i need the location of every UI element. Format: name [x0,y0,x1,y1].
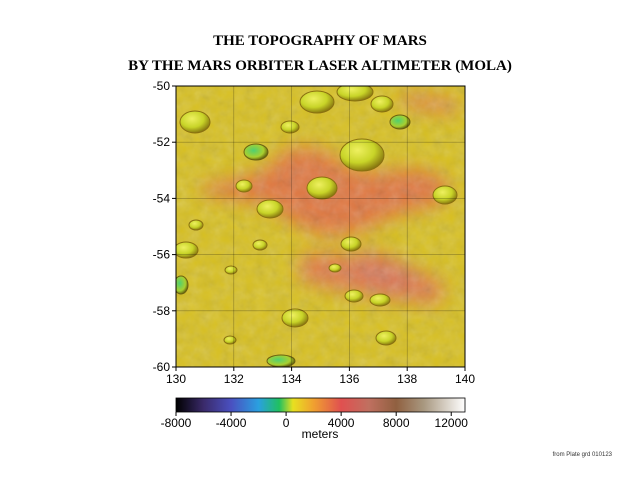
y-tick-label: -50 [153,79,171,93]
colorbar-tick-label: -8000 [161,416,192,430]
colorbar-tick-label: 4000 [328,416,355,430]
colorbar-label: meters [302,427,339,441]
colorbar-tick-label: 0 [283,416,290,430]
x-tick-label: 130 [166,372,186,386]
x-tick-label: 132 [224,372,244,386]
map-frame [175,85,466,368]
craters [176,86,458,367]
y-tick-label: -56 [153,248,171,262]
terrain-shaded-relief [176,86,465,367]
colorbar-tick-label: -4000 [216,416,247,430]
longitude-axis: 130 132 134 136 138 140 [166,367,475,386]
y-tick-label: -60 [153,360,171,374]
colorbar-tick-label: 12000 [435,416,469,430]
elevation-colorbar [175,397,466,413]
x-tick-label: 134 [282,372,302,386]
map-title-line1: THE TOPOGRAPHY OF MARS [213,33,427,49]
colorbar-ticks: -8000 -4000 0 4000 8000 12000 [161,412,469,430]
x-tick-label: 140 [455,372,475,386]
y-tick-label: -54 [153,191,171,205]
data-source-credit: from Plate grd 010123 [552,452,612,458]
latitude-axis: -50 -52 -54 -56 -58 -60 [153,79,176,374]
colorbar-tick-label: 8000 [383,416,410,430]
map-title-line2: BY THE MARS ORBITER LASER ALTIMETER (MOL… [128,58,512,74]
y-tick-label: -52 [153,135,171,149]
x-tick-label: 138 [397,372,417,386]
y-tick-label: -58 [153,304,171,318]
x-tick-label: 136 [339,372,359,386]
